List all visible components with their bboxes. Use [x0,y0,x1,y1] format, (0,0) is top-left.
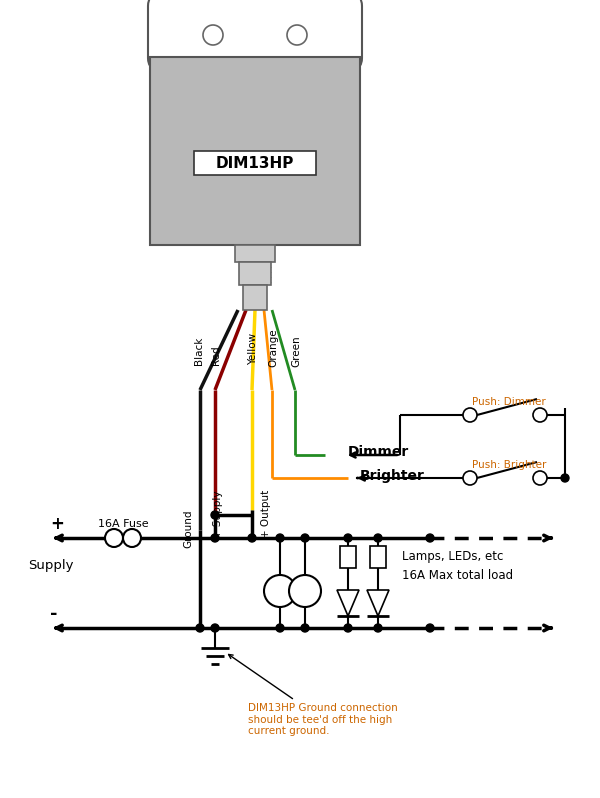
Bar [340,546,356,568]
Circle shape [289,575,321,607]
Text: Brighter: Brighter [360,469,425,483]
Text: Dimmer: Dimmer [348,445,409,459]
Bar [194,151,316,175]
Circle shape [123,529,141,547]
Polygon shape [367,590,389,616]
Circle shape [426,624,434,632]
Circle shape [276,624,284,632]
Circle shape [344,534,352,542]
Text: -: - [50,605,58,623]
Circle shape [196,624,204,632]
Circle shape [463,408,477,422]
Text: Ground: Ground [183,510,193,548]
Text: Green: Green [291,335,301,367]
Bar [239,262,271,285]
Circle shape [561,474,569,482]
Text: Orange: Orange [268,328,278,367]
Circle shape [276,534,284,542]
FancyBboxPatch shape [148,0,362,70]
Circle shape [287,25,307,45]
Circle shape [264,575,296,607]
Circle shape [203,25,223,45]
Circle shape [374,534,382,542]
Bar [150,57,360,245]
Text: Black: Black [194,337,204,365]
Circle shape [344,624,352,632]
Bar [243,285,267,310]
Circle shape [533,408,547,422]
Text: Push: Brighter: Push: Brighter [472,460,546,470]
Text: DIM13HP: DIM13HP [216,156,294,171]
Circle shape [105,529,123,547]
Text: DIM13HP Ground connection
should be tee'd off the high
current ground.: DIM13HP Ground connection should be tee'… [229,654,398,737]
Text: +: + [50,515,64,533]
Circle shape [426,534,434,542]
Text: 16A Fuse: 16A Fuse [98,519,148,529]
Bar [235,245,275,262]
Circle shape [211,511,219,519]
Text: Yellow: Yellow [248,333,258,365]
Circle shape [533,471,547,485]
Circle shape [211,624,219,632]
Text: Red: Red [211,346,221,365]
Circle shape [301,624,309,632]
Text: + Supply: + Supply [213,490,223,538]
Bar [370,546,386,568]
Polygon shape [337,590,359,616]
Text: + Output: + Output [261,490,271,538]
Text: Push: Dimmer: Push: Dimmer [472,397,546,407]
Circle shape [374,624,382,632]
Text: Supply: Supply [28,559,74,572]
Text: Lamps, LEDs, etc
16A Max total load: Lamps, LEDs, etc 16A Max total load [402,550,513,582]
Circle shape [211,534,219,542]
Circle shape [301,534,309,542]
Circle shape [463,471,477,485]
Circle shape [248,534,256,542]
